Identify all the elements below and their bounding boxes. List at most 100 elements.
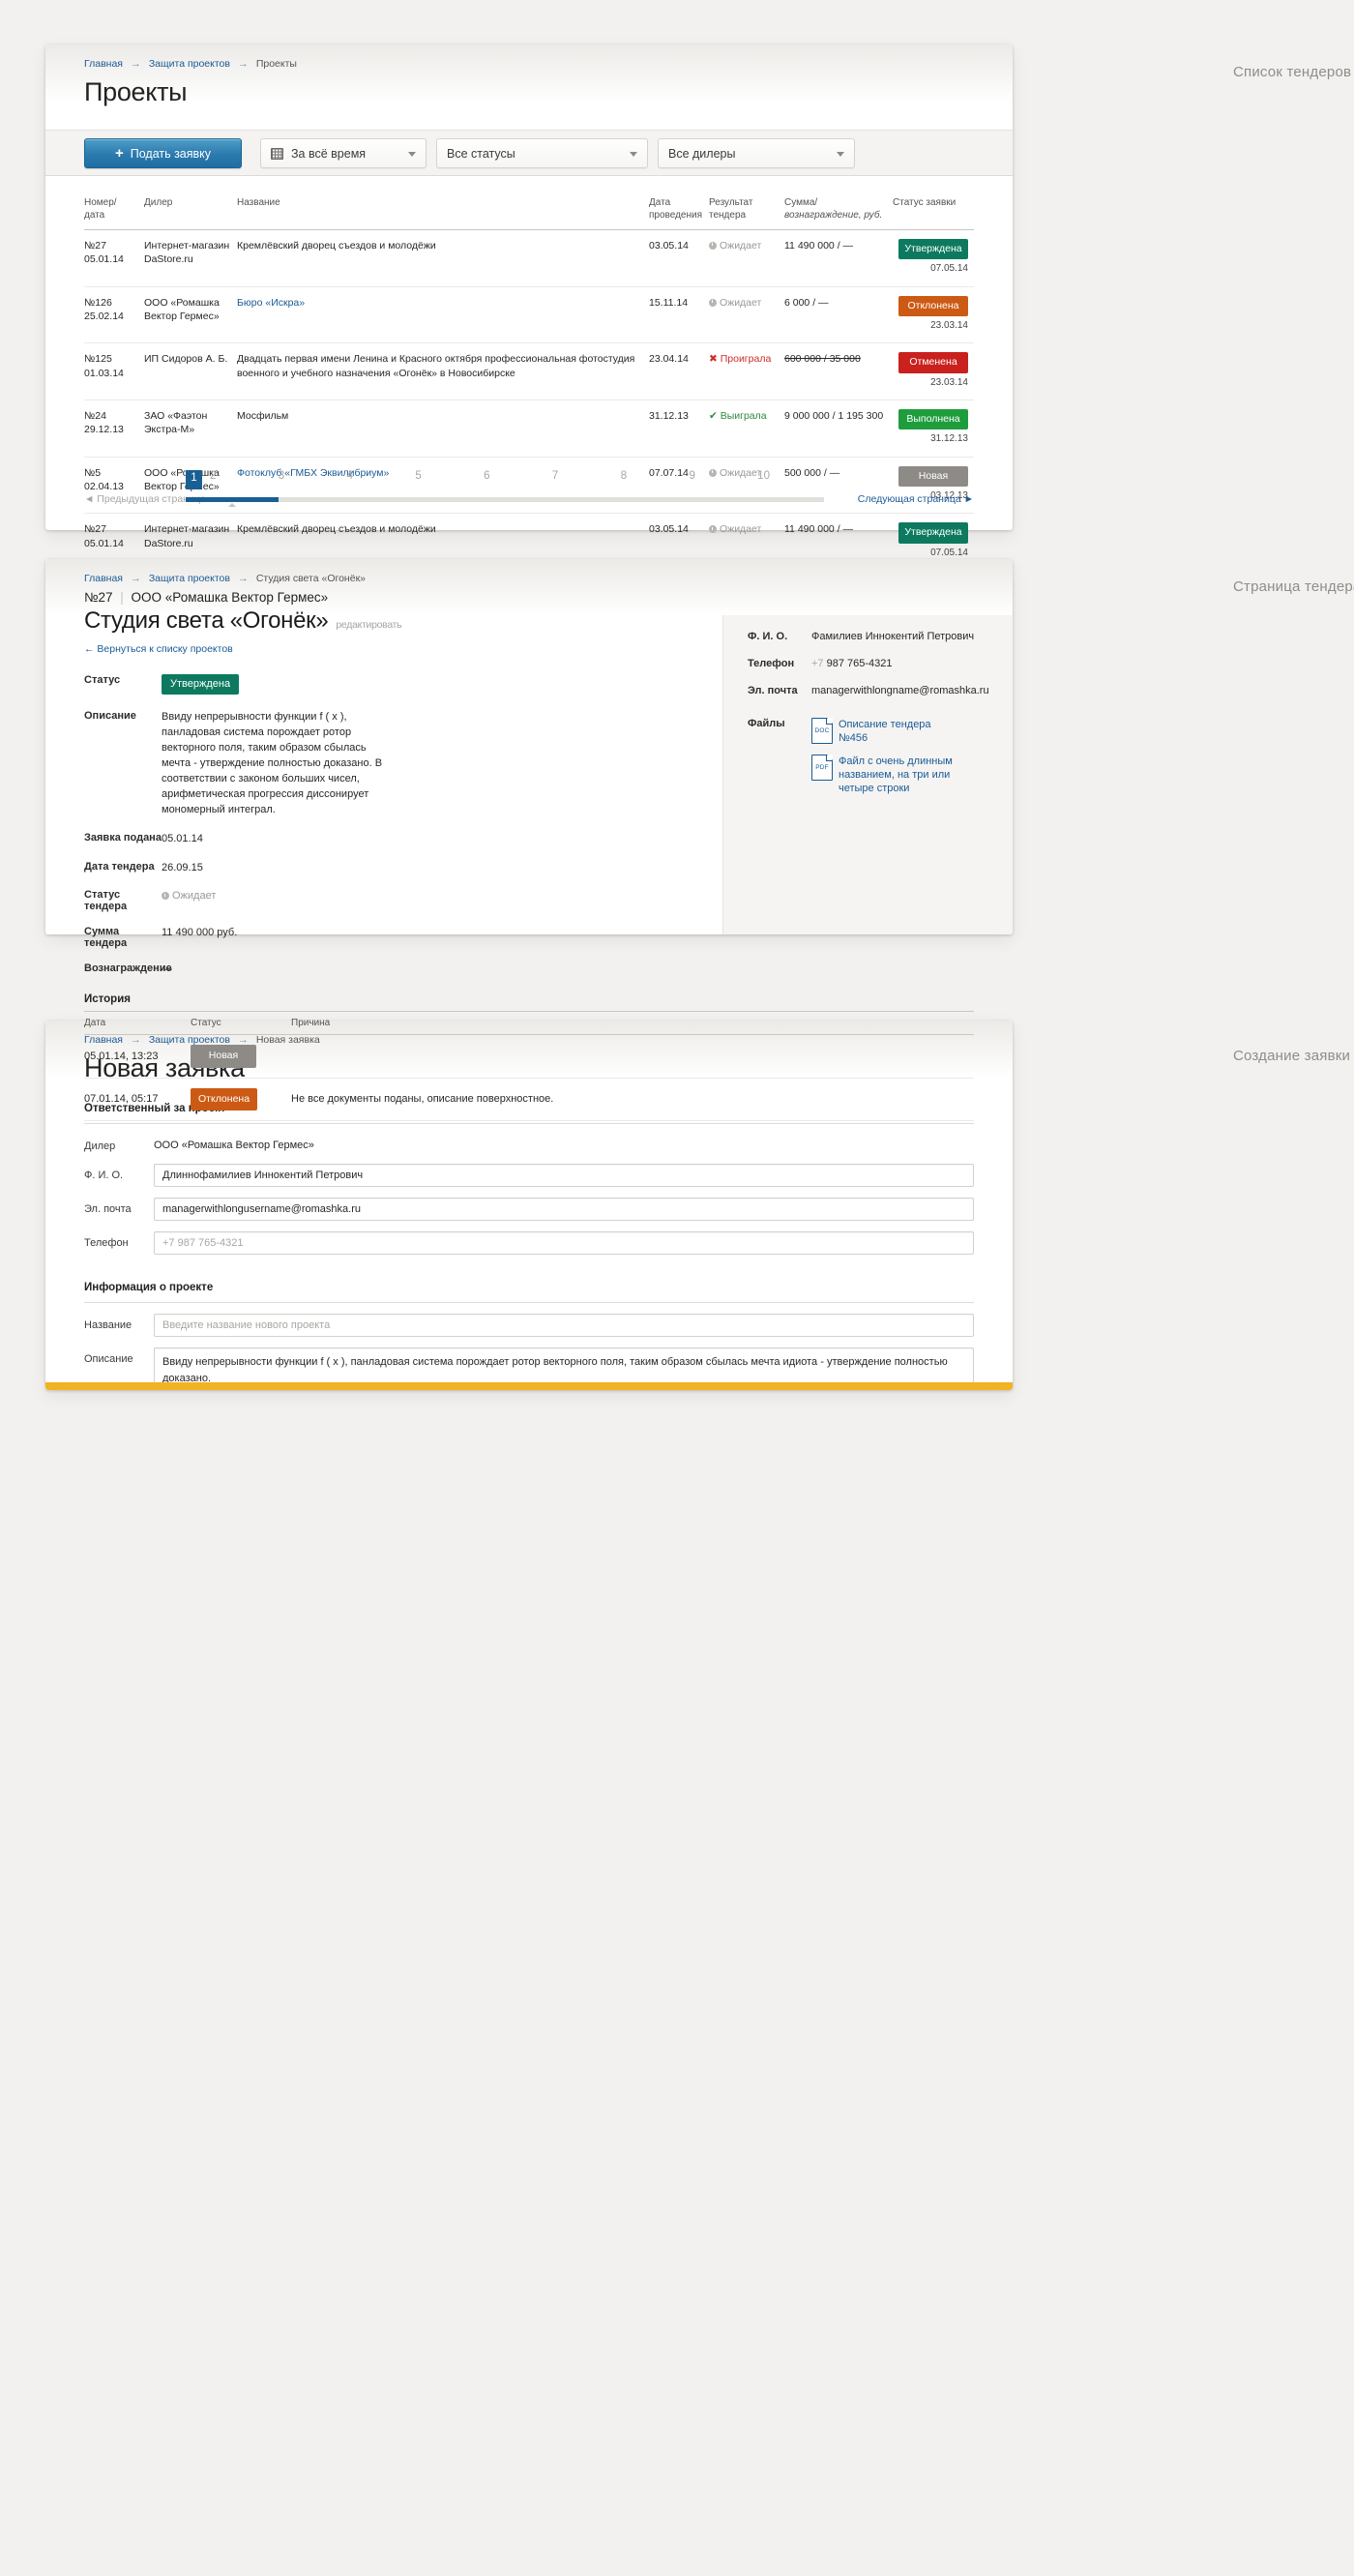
cell-dealer: ООО «Ромашка Вектор Гермес» — [144, 286, 237, 344]
page-number-9[interactable]: 9 — [689, 470, 695, 482]
phone-row: Телефон +7 987 765-4321 — [748, 658, 993, 669]
phone-row: Телефон +7 987 765-4321 — [84, 1221, 974, 1256]
tender-field-value: 11 490 000 руб. — [162, 927, 238, 939]
status-date: 07.05.14 — [930, 547, 968, 558]
status-date: 07.05.14 — [930, 263, 968, 275]
cell-dealer: ИП Сидоров А. Б. — [144, 342, 237, 401]
status-lost: ✖ Проиграла — [709, 353, 772, 366]
page-number-6[interactable]: 6 — [484, 470, 490, 482]
history-row: 07.01.14, 05:17 Отклонена Не все документы… — [84, 1078, 974, 1121]
dealer-filter-select[interactable]: Все дилеры — [658, 138, 855, 168]
pagination-progress[interactable] — [186, 497, 824, 507]
breadcrumb-arrow-icon: → — [130, 58, 141, 70]
file-item[interactable]: DOC Описание тендера №456 — [811, 718, 955, 746]
page-number-10[interactable]: 10 — [757, 470, 771, 482]
tender-right-panel — [722, 559, 1013, 934]
breadcrumb: Главная → Защита проектов → Студия света… — [45, 559, 1013, 584]
dealer-label: Дилер — [84, 1140, 116, 1152]
breadcrumb-home[interactable]: Главная — [84, 573, 123, 584]
page-number-8[interactable]: 8 — [620, 470, 628, 482]
tender-field-row: Дата тендера 26.09.15 — [45, 861, 1013, 876]
cell-status: Утверждена 07.05.14 — [893, 229, 974, 287]
status-label: Статус — [84, 674, 121, 686]
period-filter-label: За всё время — [291, 146, 367, 161]
page-number-5[interactable]: 5 — [415, 470, 422, 482]
status-waiting: Ожидает — [709, 467, 761, 479]
fio-input[interactable]: Длиннофамилиев Иннокентий Петрович — [154, 1164, 974, 1188]
page-number-3[interactable]: 3 — [278, 470, 285, 482]
tender-field-row: Статус тендера Ожидает — [45, 889, 1013, 912]
tender-field-label: Вознаграждение — [84, 962, 172, 975]
pagination-knob[interactable] — [227, 503, 236, 507]
tender-content: Главная → Защита проектов → Студия света… — [45, 559, 1013, 1121]
status-date: 23.03.14 — [930, 376, 968, 388]
back-to-list-link[interactable]: ← Вернуться к списку проектов — [84, 643, 233, 655]
page-number-1[interactable]: 1 — [186, 470, 202, 489]
file-item[interactable]: PDF Файл с очень длинным названием, на тр… — [811, 754, 955, 796]
email-input[interactable]: managerwithlongusername@romashka.ru — [154, 1198, 974, 1222]
page-number-2[interactable]: 2 — [210, 470, 217, 482]
history-reason: Не все документы поданы, описание поверх… — [291, 1078, 974, 1121]
clock-icon — [162, 892, 169, 901]
files-list: DOC Описание тендера №456 PDF Файл с очень … — [811, 718, 955, 804]
history-table: Дата Статус Причина 05.01.14, 13:23 Новая… — [84, 1011, 974, 1121]
page-number-4[interactable]: 4 — [346, 470, 353, 482]
file-name[interactable]: Описание тендера №456 — [839, 719, 931, 745]
col-result: Результат тендера — [709, 191, 784, 230]
submit-request-label: Подать заявку — [130, 146, 212, 161]
project-name-link[interactable]: Фотоклуб «ГМБХ Эквилибриум» — [237, 466, 390, 479]
status-waiting: Ожидает — [162, 890, 216, 902]
divider: | — [120, 590, 124, 605]
page-number-7[interactable]: 7 — [551, 470, 559, 482]
breadcrumb-section[interactable]: Защита проектов — [148, 58, 230, 70]
project-name-input[interactable]: Введите название нового проекта — [154, 1314, 974, 1338]
plus-icon: + — [114, 145, 124, 162]
tender-title: Студия света «Огонёк» — [84, 607, 329, 634]
tender-field-row: Заявка подана 05.01.14 — [45, 832, 1013, 847]
project-name: Мосфильм — [237, 410, 289, 423]
project-name-label: Название — [84, 1319, 132, 1332]
email-value[interactable]: managerwithlongname@romashka.ru — [811, 685, 989, 696]
history-row: 05.01.14, 13:23 Новая — [84, 1034, 974, 1079]
clock-icon — [709, 242, 717, 250]
submit-request-button[interactable]: + Подать заявку — [84, 138, 242, 168]
breadcrumb-home[interactable]: Главная — [84, 58, 123, 70]
prev-page-link[interactable]: ◄ Предыдущая страница — [84, 493, 206, 505]
project-name-link[interactable]: Бюро «Искра» — [237, 296, 306, 309]
tender-fields: Заявка подана 05.01.14 Дата тендера 26.09.1… — [45, 832, 1013, 979]
col-number: Номер/дата — [84, 191, 144, 230]
page-numbers: 1 2 3 4 5 6 7 8 9 10 — [186, 470, 824, 489]
cell-name: Кремлёвский дворец съездов и молодёжи — [237, 229, 649, 287]
cell-name: Мосфильм — [237, 400, 649, 458]
status-filter-select[interactable]: Все статусы — [436, 138, 648, 168]
email-row: Эл. почта managerwithlongname@romashka.r… — [748, 685, 993, 696]
history-col-date: Дата — [84, 1012, 191, 1036]
history-header-row: Дата Статус Причина — [84, 1012, 974, 1036]
next-page-link[interactable]: Следующая страница ► — [857, 493, 974, 505]
status-row: Статус Утверждена — [45, 674, 1013, 695]
phone-input[interactable]: +7 987 765-4321 — [154, 1231, 974, 1256]
col-status: Статус заявки — [893, 191, 974, 230]
dealer-row: Дилер ООО «Ромашка Вектор Гермес» — [84, 1124, 974, 1153]
cell-date: 23.04.14 — [649, 342, 709, 401]
file-name[interactable]: Файл с очень длинным названием, на три и… — [839, 755, 953, 795]
tender-field-row: Сумма тендера 11 490 000 руб. — [45, 926, 1013, 949]
annotation-new-request: Создание заявки — [1233, 1048, 1351, 1064]
tender-field-label: Статус тендера — [84, 889, 128, 913]
status-date: 23.03.14 — [930, 319, 968, 331]
tender-field-label: Сумма тендера — [84, 926, 128, 950]
period-filter-select[interactable]: За всё время — [260, 138, 427, 168]
edit-link[interactable]: редактировать — [336, 619, 402, 631]
description-label: Описание — [84, 710, 136, 722]
breadcrumb-section[interactable]: Защита проектов — [148, 573, 230, 584]
status-filter-label: Все статусы — [447, 146, 515, 161]
tender-field-row: Вознаграждение — — [45, 962, 1013, 978]
history-date: 07.01.14, 05:17 — [84, 1078, 191, 1121]
